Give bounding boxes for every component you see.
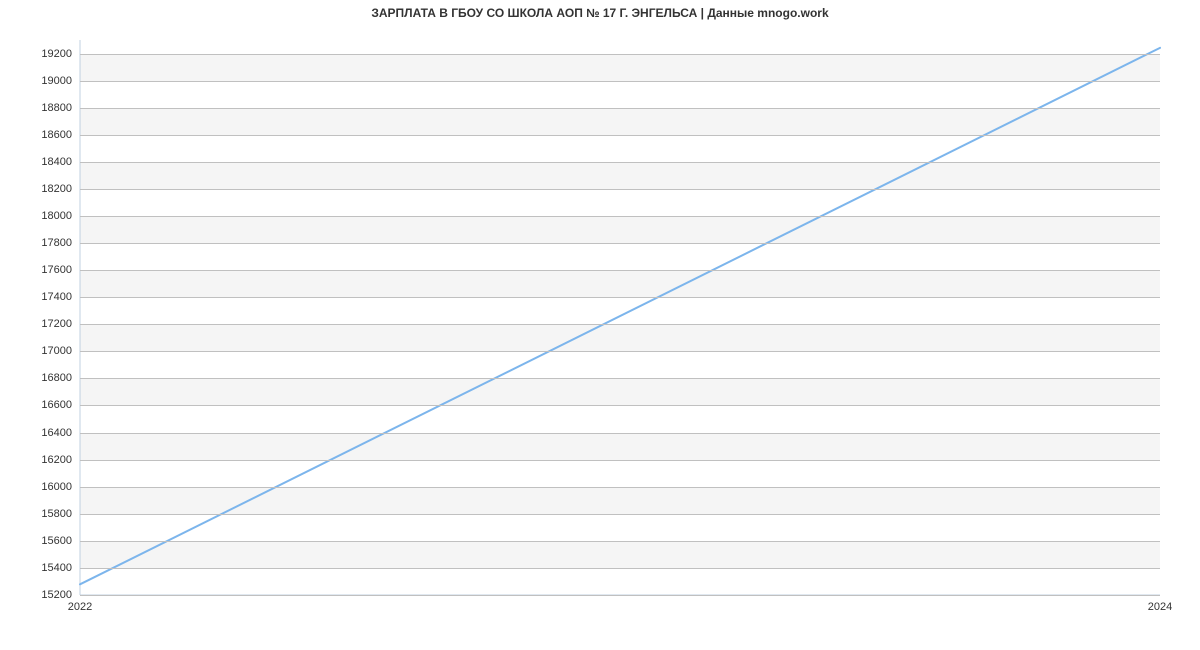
line-layer: [80, 40, 1160, 595]
y-tick-label: 18800: [41, 102, 72, 114]
series-line-salary: [80, 48, 1160, 584]
y-gridline: [80, 433, 1160, 435]
y-gridline: [80, 162, 1160, 164]
y-tick-label: 16000: [41, 481, 72, 493]
x-tick-label: 2024: [1148, 601, 1172, 613]
y-tick-label: 18600: [41, 129, 72, 141]
y-gridline: [80, 243, 1160, 245]
y-tick-label: 16400: [41, 427, 72, 439]
y-gridline: [80, 595, 1160, 597]
y-tick-label: 15800: [41, 508, 72, 520]
y-tick-label: 17600: [41, 264, 72, 276]
y-tick-label: 18400: [41, 156, 72, 168]
y-gridline: [80, 568, 1160, 570]
y-tick-label: 17000: [41, 345, 72, 357]
y-gridline: [80, 54, 1160, 56]
y-tick-label: 19000: [41, 75, 72, 87]
chart-title: ЗАРПЛАТА В ГБОУ СО ШКОЛА АОП № 17 Г. ЭНГ…: [0, 6, 1200, 20]
y-gridline: [80, 189, 1160, 191]
y-gridline: [80, 324, 1160, 326]
y-gridline: [80, 270, 1160, 272]
y-tick-label: 16200: [41, 454, 72, 466]
y-gridline: [80, 514, 1160, 516]
plot-area: 1520015400156001580016000162001640016600…: [80, 40, 1160, 595]
y-gridline: [80, 487, 1160, 489]
x-tick-label: 2022: [68, 601, 92, 613]
y-tick-label: 16800: [41, 372, 72, 384]
y-gridline: [80, 297, 1160, 299]
y-tick-label: 16600: [41, 399, 72, 411]
y-gridline: [80, 405, 1160, 407]
y-gridline: [80, 135, 1160, 137]
chart-container: ЗАРПЛАТА В ГБОУ СО ШКОЛА АОП № 17 Г. ЭНГ…: [0, 0, 1200, 650]
y-tick-label: 19200: [41, 48, 72, 60]
y-gridline: [80, 460, 1160, 462]
y-tick-label: 18000: [41, 210, 72, 222]
y-tick-label: 17800: [41, 237, 72, 249]
y-gridline: [80, 541, 1160, 543]
y-gridline: [80, 108, 1160, 110]
y-tick-label: 15400: [41, 562, 72, 574]
y-tick-label: 17200: [41, 318, 72, 330]
y-tick-label: 15200: [41, 589, 72, 601]
y-gridline: [80, 216, 1160, 218]
y-tick-label: 18200: [41, 183, 72, 195]
y-gridline: [80, 81, 1160, 83]
y-gridline: [80, 351, 1160, 353]
y-tick-label: 17400: [41, 291, 72, 303]
y-tick-label: 15600: [41, 535, 72, 547]
y-gridline: [80, 378, 1160, 380]
